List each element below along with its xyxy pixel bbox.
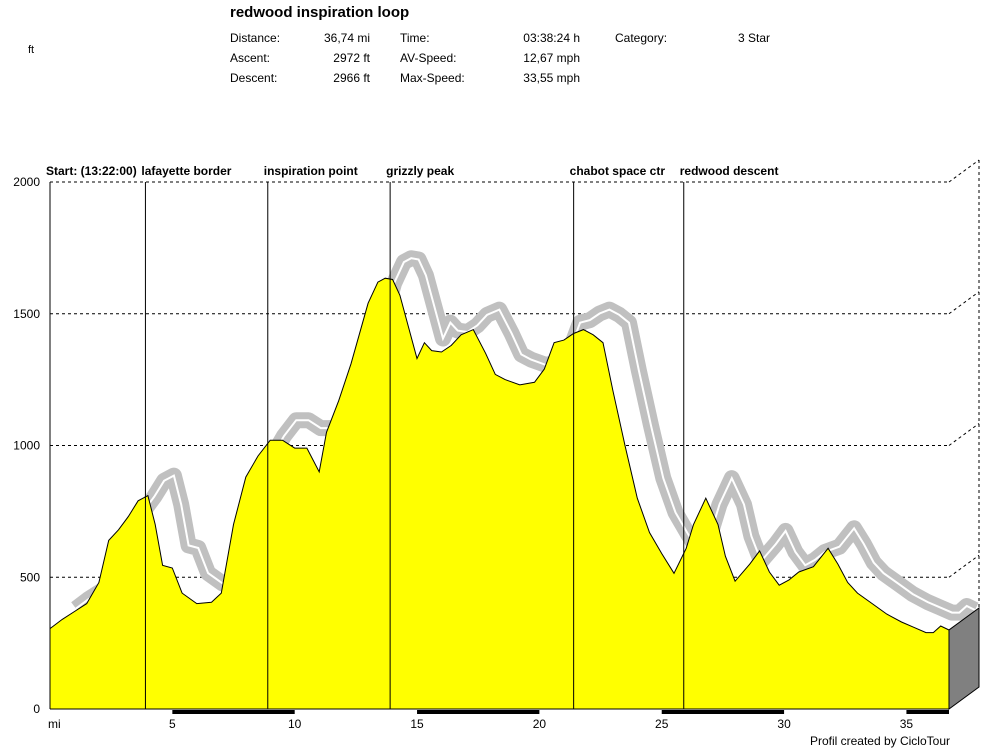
x-tick-label: 35 [900, 717, 914, 731]
waypoint-label: lafayette border [141, 164, 231, 178]
maxspeed-label: Max-Speed: [400, 71, 465, 85]
x-tick-label: 25 [655, 717, 669, 731]
x-tick-label: 15 [410, 717, 424, 731]
distance-bar-segment [661, 710, 785, 714]
profile-side-face [948, 606, 980, 710]
distance-bar-segment [417, 710, 540, 714]
x-tick-label: 5 [169, 717, 176, 731]
y-tick-label: 1500 [13, 307, 40, 321]
maxspeed-value: 33,55 mph [523, 71, 580, 85]
avspeed-value: 12,67 mph [523, 51, 580, 65]
distance-bar-segment [172, 710, 295, 714]
credit-text: Profil created by CicloTour [809, 734, 950, 748]
distance-label: Distance: [230, 31, 281, 45]
shadow-highlight [75, 257, 976, 614]
ascent-value: 2972 ft [333, 51, 370, 65]
waypoint-label: redwood descent [680, 164, 779, 178]
grid-perspective-line [948, 554, 980, 578]
category-label: Category: [615, 31, 668, 45]
x-tick-label: 20 [533, 717, 547, 731]
grid-perspective-line [948, 423, 980, 446]
waypoint-label: inspiration point [264, 164, 358, 178]
y-tick-label: 0 [33, 702, 40, 716]
y-tick-label: 1000 [13, 439, 40, 453]
elevation-area [50, 278, 949, 709]
grid-perspective-line [948, 159, 980, 183]
y-axis-unit: ft [28, 44, 35, 56]
time-value: 03:38:24 h [523, 31, 580, 45]
ascent-label: Ascent: [230, 51, 271, 65]
time-label: Time: [400, 31, 430, 45]
y-tick-label: 2000 [13, 175, 40, 189]
elevation-line [49, 277, 950, 634]
category-value: 3 Star [738, 31, 771, 45]
avspeed-label: AV-Speed: [400, 51, 457, 65]
waypoint-label: grizzly peak [386, 164, 454, 178]
distance-bar-segment [906, 710, 949, 714]
descent-label: Descent: [230, 71, 278, 85]
distance-value: 36,74 mi [323, 31, 370, 45]
waypoint-label: chabot space ctr [570, 164, 666, 178]
y-tick-label: 500 [20, 570, 40, 584]
descent-value: 2966 ft [333, 71, 370, 85]
x-tick-label: 10 [288, 717, 302, 731]
x-axis-unit: mi [48, 717, 61, 731]
grid-perspective-line [948, 291, 980, 315]
x-tick-label: 30 [777, 717, 791, 731]
waypoint-label: Start: (13:22:00) [46, 164, 137, 178]
route-title: redwood inspiration loop [230, 4, 410, 21]
